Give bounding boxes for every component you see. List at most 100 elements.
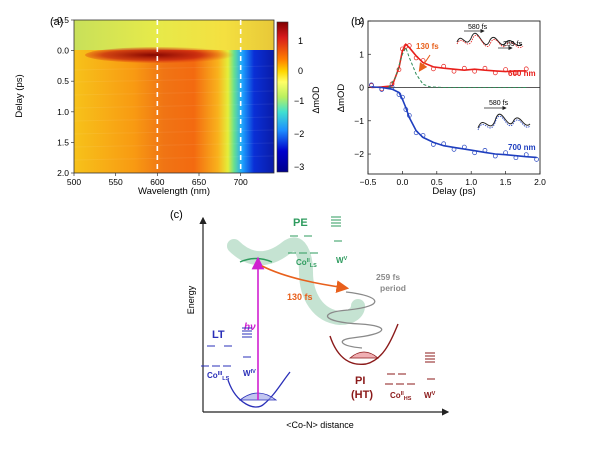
kinetics-y-tick-label: 0 <box>359 83 364 93</box>
series-point <box>513 155 519 161</box>
panel-c-label: (c) <box>170 209 183 221</box>
pe-co-label: CoIILS <box>296 258 317 269</box>
kinetics-x-tick-label: −0.5 <box>360 177 377 187</box>
series-point <box>534 157 539 162</box>
heatmap-x-tick-label: 700 <box>234 177 248 187</box>
heatmap-y-tick-label: −0.5 <box>52 15 69 25</box>
colorbar-title: ΔmOD <box>311 86 321 114</box>
inset-bottom-period: 580 fs <box>489 100 509 107</box>
heatmap-y-ticks: −0.5 0.0 0.5 1.0 1.5 2.0 <box>52 15 74 178</box>
series-point <box>369 82 374 88</box>
inset-top-data <box>456 34 524 48</box>
heatmap-x-tick-label: 550 <box>109 177 123 187</box>
series-point <box>451 68 457 74</box>
kinetics-y-tick-label: −1 <box>354 116 364 126</box>
period-label: 259 fs <box>376 272 400 282</box>
heatmap-y-tick-label: 1.0 <box>57 107 69 117</box>
series-point <box>406 43 412 48</box>
panel-b-label: (b) <box>351 16 364 28</box>
colorbar-tick-minus3: −3 <box>294 162 304 172</box>
heatmap-y-tick-label: 0.5 <box>57 76 69 86</box>
lt-state-label: LT <box>212 329 225 341</box>
transfer-arrow <box>261 265 350 293</box>
series-point <box>431 66 436 72</box>
oscillation-spiral <box>326 291 383 349</box>
series-point <box>400 94 405 100</box>
heatmap-y-tick-label: 2.0 <box>57 168 69 178</box>
pe-surface <box>227 237 365 326</box>
series-point <box>523 152 529 158</box>
kinetics-x-ticks: −0.5 0.0 0.5 1.0 1.5 2.0 <box>360 171 546 187</box>
lt-legend-lines <box>242 327 252 338</box>
series-point <box>396 92 402 97</box>
pi-orbital-levels <box>385 373 435 385</box>
series-point <box>523 66 529 72</box>
colorbar-tick-minus2: −2 <box>294 129 304 139</box>
heatmap-x-tick-label: 650 <box>192 177 206 187</box>
kinetics-y-ticks: −2 −1 0 1 2 <box>354 16 371 159</box>
pi-well <box>329 323 399 366</box>
series-point <box>403 43 409 49</box>
series-point <box>441 63 447 69</box>
pi-co-label: CoIIHS <box>390 391 412 402</box>
pe-w-label: WV <box>336 256 348 265</box>
ht-state-label: (HT) <box>351 389 373 401</box>
panel-c: (c) Energy <Co-N> distance hν 130 fs 259… <box>170 209 450 430</box>
panel-a: (a) 500 550 600 650 700 −0.5 0.0 0.5 1.0 1.5 2.0 … <box>14 15 321 197</box>
series-line-700-nm <box>371 86 537 159</box>
series-point <box>513 70 519 76</box>
distance-axis-label: <Co-N> distance <box>286 420 354 430</box>
heatmap-plot: 500 550 600 650 700 −0.5 0.0 0.5 1.0 1.5 2.0 Wave… <box>14 15 275 197</box>
series-point <box>482 65 488 71</box>
pi-state-label: PI <box>355 375 365 387</box>
series-point <box>503 67 508 72</box>
heatmap-pre-time-zero <box>74 20 274 50</box>
series-point <box>431 142 436 147</box>
kinetics-y-tick-label: −2 <box>354 149 364 159</box>
series-point <box>420 133 426 138</box>
series-point <box>451 147 457 152</box>
kinetics-xlabel: Delay (ps) <box>432 186 475 197</box>
dashed-markers <box>156 20 242 173</box>
heatmap-ylabel: Delay (ps) <box>14 74 25 117</box>
series-point <box>492 153 498 159</box>
kinetics-x-tick-label: 0.5 <box>431 177 443 187</box>
inset-top-period-2: 259 fs <box>503 41 523 48</box>
period-word: period <box>380 283 406 293</box>
pi-wavepacket <box>348 351 380 359</box>
series-point <box>403 107 409 112</box>
colorbar: 1 0 −1 −2 −3 ΔmOD <box>276 21 321 173</box>
kinetics-series <box>369 42 539 162</box>
kinetics-x-tick-label: 0.0 <box>396 177 408 187</box>
series-point <box>413 130 419 136</box>
series-point <box>379 87 385 92</box>
series-point <box>406 113 412 118</box>
heatmap-x-ticks: 500 550 600 650 700 <box>67 173 248 187</box>
colorbar-tick-0: 0 <box>298 66 303 76</box>
pi-w-label: WV <box>424 391 436 400</box>
energy-axis-label: Energy <box>186 285 196 314</box>
kinetics-y-tick-label: 2 <box>359 16 364 26</box>
series-point <box>472 68 477 74</box>
heatmap-x-tick-label: 600 <box>150 177 164 187</box>
pe-orbital-levels <box>288 235 342 254</box>
series-point <box>492 70 498 76</box>
trace-700-label: 700 nm <box>508 143 536 152</box>
series-point <box>461 65 467 71</box>
heatmap-x-tick-label: 500 <box>67 177 81 187</box>
pi-legend-lines <box>425 352 435 363</box>
heatmap-y-tick-label: 1.5 <box>57 137 69 147</box>
heatmap-xlabel: Wavelength (nm) <box>138 186 210 197</box>
series-point <box>413 55 419 61</box>
lt-co-label: CoIIILS <box>207 371 230 382</box>
inset-top-fit <box>456 32 523 46</box>
inset-bottom-oscillation: 580 fs <box>477 100 531 131</box>
pe-legend-lines <box>331 216 341 227</box>
panel-b: (b) −0.5 0.0 0.5 1.0 1.5 2.0 −2 −1 0 1 2 580 fs 2… <box>336 16 546 197</box>
colorbar-tick-1: 1 <box>298 36 303 46</box>
inset-top-oscillation: 580 fs 259 fs <box>456 24 524 51</box>
series-point <box>472 150 477 156</box>
colorbar-scale <box>276 21 289 173</box>
series-point <box>503 150 508 156</box>
